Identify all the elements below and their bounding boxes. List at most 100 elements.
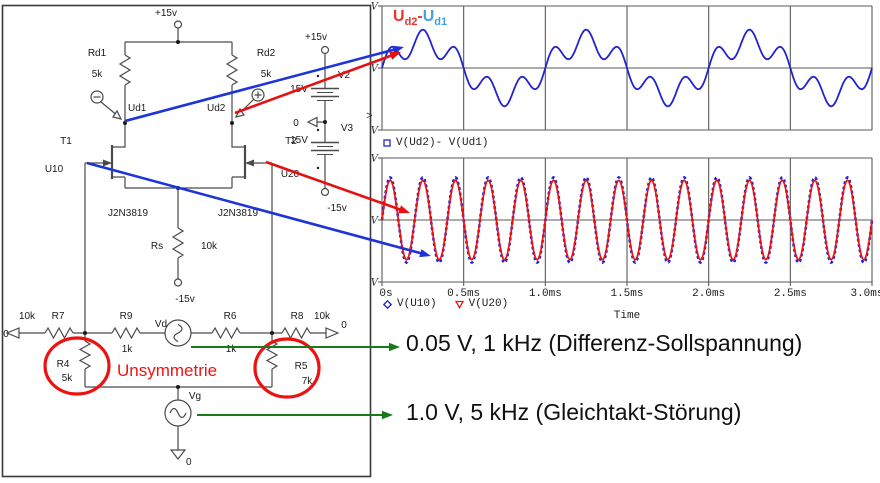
label-vminus-rs: -15v [175,294,194,305]
probe-arrowhead-left [112,109,123,120]
jfet-t1-gate-arrow-icon [103,159,112,167]
label-r7: R7 [52,311,65,322]
label-u20: U20 [281,169,300,180]
minus15-terminal-icon [173,278,183,287]
x-axis-title: Time [613,310,641,322]
y-tick-label: V [371,2,380,13]
x-tick-label: 3.0ms [850,288,880,300]
x-tick-label: 1.5ms [610,288,643,300]
resistors [44,54,311,370]
label-rd2-value: 5k [261,69,273,80]
bat-top-terminal-icon [320,45,330,55]
arrow-u20-to-bottom-plot [265,160,410,214]
plot-title-ud2-minus-ud1: Ud2-Ud1 [393,8,447,28]
label-r8-ext-value: 10k [314,311,331,322]
label-rd2: Rd2 [257,48,276,59]
legend-bottom-plot: V(U10) V(U20) [383,298,508,310]
label-bat-gnd: 0 [293,118,299,129]
y-tick-label: V [371,278,380,289]
label-vd: Vd [155,319,167,330]
annotation-common-mode-source: 1.0 V, 5 kHz (Gleichtakt-Störung) [406,399,742,425]
legend-top-trace-label: V(Ud2)- V(Ud1) [396,137,489,149]
unsymmetrie-label: Unsymmetrie [117,361,218,380]
label-r9: R9 [120,311,133,322]
square-marker-icon [383,139,391,147]
resistor-rs [171,227,185,259]
jfet-symbols [103,145,254,179]
legend-u10-label: V(U10) [397,298,437,310]
label-r6-value: 1k [226,344,238,355]
vg-sine-glyph [169,407,187,419]
annotation-differential-source: 0.05 V, 1 kHz (Differenz-Sollspannung) [406,330,803,356]
jfet-t2-gate-arrow-icon [245,159,254,167]
battery-symbols [311,87,339,156]
y-tick-label: V [371,126,380,137]
label-jfet1: J2N3819 [108,208,148,219]
trace-v-ud2-v-ud1- [381,28,873,108]
label-t1: T1 [60,136,72,147]
label-r5-value: 7k [302,376,314,387]
arrow-vg-to-common-annotation [197,410,393,420]
arrow-u10-to-bottom-plot [86,161,431,258]
resistor-r6 [211,326,241,340]
label-t2: T2 [285,136,297,147]
emphasis-circles [43,336,321,399]
label-rs: Rs [151,241,163,252]
label-rd1-value: 5k [92,69,104,80]
pspice-axis-marker: > [366,111,373,123]
label-vplus-top: +15v [155,8,177,19]
label-jfet2: J2N3819 [218,208,258,219]
label-right-net0: 0 [341,320,347,331]
probe-markers [90,88,265,120]
title-minus: - [417,8,423,25]
resistor-r8 [281,326,311,340]
label-r7-ext-value: 10k [19,311,36,322]
vd-sine-glyph [173,323,183,343]
x-tick-label: 0s [379,288,392,300]
ground-triangle-icon [169,449,187,460]
title-red-part: Ud2 [393,8,418,29]
resistor-r9 [111,326,141,340]
label-r4-value: 5k [62,373,74,384]
label-r8: R8 [291,311,304,322]
x-tick-label: 1.0ms [529,288,562,300]
diamond-marker-icon [383,299,392,309]
label-rd1: Rd1 [88,48,107,59]
resistor-rd2 [225,54,239,86]
x-tick-label: 2.5ms [774,288,807,300]
arrow-ud1-to-top-plot [124,45,404,123]
circuit-wires [19,28,326,450]
x-tick-label: 0.5ms [447,288,480,300]
y-tick-label: V [371,64,380,75]
label-ud1: Ud1 [128,103,147,114]
net0-arrow-right-icon [325,327,340,339]
label-left-net0: 0 [3,329,9,340]
label-vplus-bat: +15v [305,32,327,43]
arrow-vd-to-diff-annotation [191,342,400,352]
y-tick-label: V [371,154,380,165]
label-r6: R6 [224,311,237,322]
label-r4: R4 [57,359,70,370]
resistor-r4 [78,340,92,370]
label-vg-gnd: 0 [186,457,192,468]
triangle-down-marker-icon [454,300,464,309]
x-tick-label: 2.0ms [692,288,725,300]
legend-u20-label: V(U20) [468,298,509,310]
label-vminus-bat: -15v [327,203,346,214]
trace-v-u20- [381,179,873,261]
label-v3-value: 15V [290,135,308,146]
bat-bottom-terminal-icon [320,187,330,197]
plus15-terminal-icon [173,20,183,29]
legend-top-plot: V(Ud2)- V(Ud1) [383,137,488,149]
r4-emphasis-circle [43,336,111,396]
label-v3: V3 [341,123,354,134]
label-rs-value: 10k [201,241,218,252]
pointer-arrows [86,45,431,420]
y-tick-label: V [371,216,380,227]
schematic-border [1,4,372,478]
label-ud2: Ud2 [207,103,226,114]
